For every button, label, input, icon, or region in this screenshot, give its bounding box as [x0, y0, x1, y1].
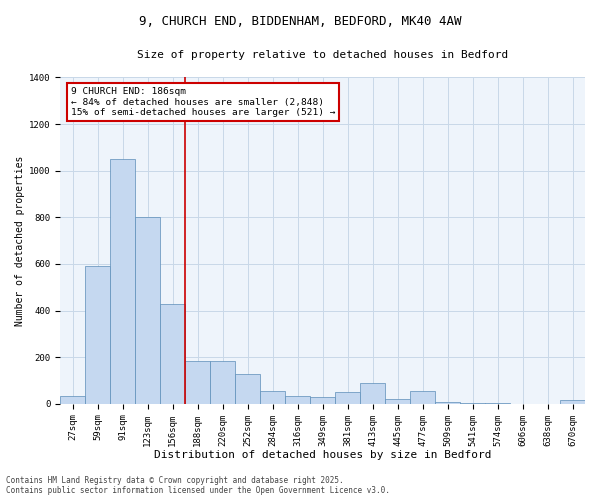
Text: Contains HM Land Registry data © Crown copyright and database right 2025.
Contai: Contains HM Land Registry data © Crown c… — [6, 476, 390, 495]
Bar — [410, 391, 435, 404]
Bar — [235, 374, 260, 404]
Bar — [435, 402, 460, 404]
Bar — [310, 397, 335, 404]
Bar — [85, 266, 110, 404]
Bar — [285, 396, 310, 404]
Bar — [385, 399, 410, 404]
Bar — [260, 391, 285, 404]
Text: 9 CHURCH END: 186sqm
← 84% of detached houses are smaller (2,848)
15% of semi-de: 9 CHURCH END: 186sqm ← 84% of detached h… — [71, 87, 335, 117]
Bar — [335, 392, 360, 404]
Bar — [360, 383, 385, 404]
Bar — [185, 360, 210, 404]
Bar — [485, 402, 510, 404]
X-axis label: Distribution of detached houses by size in Bedford: Distribution of detached houses by size … — [154, 450, 491, 460]
Title: Size of property relative to detached houses in Bedford: Size of property relative to detached ho… — [137, 50, 508, 60]
Bar — [110, 159, 136, 404]
Bar — [136, 218, 160, 404]
Bar — [61, 396, 85, 404]
Bar — [160, 304, 185, 404]
Bar — [210, 360, 235, 404]
Y-axis label: Number of detached properties: Number of detached properties — [15, 156, 25, 326]
Bar — [460, 402, 485, 404]
Text: 9, CHURCH END, BIDDENHAM, BEDFORD, MK40 4AW: 9, CHURCH END, BIDDENHAM, BEDFORD, MK40 … — [139, 15, 461, 28]
Bar — [560, 400, 585, 404]
